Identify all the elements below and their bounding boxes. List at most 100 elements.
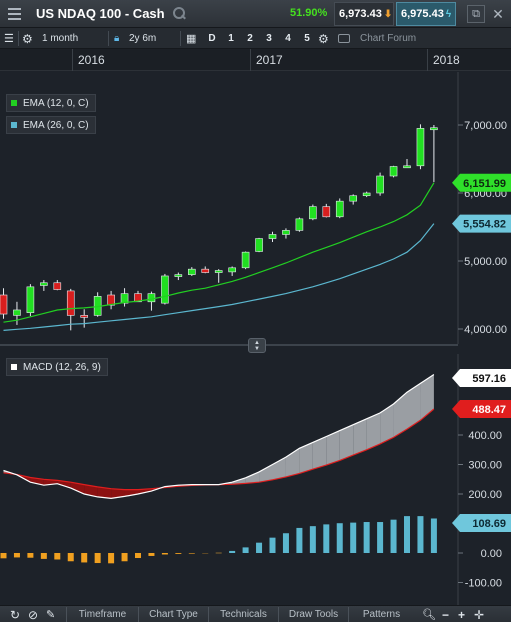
- macd-fill-segment: [339, 424, 354, 461]
- period-button-3[interactable]: 3: [266, 33, 272, 44]
- macd-axis-label: 300.00: [468, 460, 502, 472]
- period-button-2[interactable]: 2: [247, 33, 253, 44]
- chart-forum-label: Chart Forum: [360, 33, 417, 44]
- candle: [147, 291, 156, 311]
- search-icon[interactable]: [171, 6, 187, 22]
- gear-icon[interactable]: ⚙: [22, 31, 33, 46]
- ema26-legend-label: EMA (26, 0, C): [23, 119, 89, 131]
- ema12-swatch: [11, 100, 17, 106]
- tab-technicals[interactable]: Technicals: [208, 607, 278, 622]
- sell-price-button[interactable]: 6,973.43 ⬇: [334, 2, 394, 26]
- price-axis-label: 4,000.00: [464, 324, 507, 336]
- histogram-bar: [0, 553, 7, 559]
- macd-fill-segment: [124, 489, 138, 497]
- macd-legend[interactable]: MACD (12, 26, 9): [6, 358, 108, 376]
- candle: [416, 124, 425, 170]
- panel-resize-handle[interactable]: ▲ ▼: [248, 338, 266, 353]
- detach-window-icon[interactable]: ⧉: [467, 5, 485, 23]
- candle: [80, 309, 88, 328]
- zoom-in-icon[interactable]: +: [458, 607, 466, 622]
- ema26-legend[interactable]: EMA (26, 0, C): [6, 116, 96, 134]
- candle: [376, 172, 384, 196]
- candle: [228, 266, 236, 276]
- histogram-bar: [417, 516, 424, 553]
- interval-selector[interactable]: 1 month: [42, 33, 79, 44]
- macd-fill-segment: [111, 488, 125, 499]
- ema26-value-tag: 5,554.82: [452, 214, 511, 233]
- list-icon[interactable]: ☰: [4, 33, 14, 45]
- histogram-bar: [54, 553, 61, 560]
- crosshair-icon[interactable]: ✛: [474, 607, 485, 622]
- macd-fill-segment: [70, 482, 85, 494]
- period-button-4[interactable]: 4: [285, 33, 291, 44]
- zoom-icon[interactable]: 🔍︎: [422, 609, 436, 621]
- candle: [161, 273, 169, 305]
- histogram-bar: [135, 553, 141, 559]
- tab-timeframe[interactable]: Timeframe: [66, 607, 138, 622]
- candle: [120, 288, 129, 307]
- hamburger-menu-icon[interactable]: [0, 0, 28, 28]
- no-sign-icon[interactable]: ⊘: [28, 607, 39, 622]
- histogram-bar: [309, 526, 316, 553]
- ema12-line: [3, 182, 435, 323]
- period-button-d[interactable]: D: [208, 33, 216, 44]
- histogram-bar: [81, 553, 88, 563]
- macd-swatch: [11, 364, 17, 370]
- macd-axis-label: -100.00: [465, 578, 502, 590]
- year-label-2017: 2017: [256, 53, 283, 67]
- candle: [322, 203, 331, 218]
- arrow-down-icon: ⬇: [383, 8, 393, 20]
- candle: [66, 288, 75, 331]
- ema12-value-tag: 6,151.99: [452, 173, 511, 192]
- macd-fill-segment: [326, 430, 340, 466]
- tab-draw-tools[interactable]: Draw Tools: [278, 607, 348, 622]
- pencil-icon[interactable]: ✎: [46, 609, 56, 621]
- macd-fill-segment: [353, 418, 367, 456]
- refresh-icon[interactable]: ↻: [10, 607, 21, 622]
- histogram-bar: [323, 524, 330, 553]
- histogram-bar: [148, 553, 155, 556]
- histogram-bar: [215, 552, 222, 554]
- close-icon[interactable]: ✕: [492, 5, 504, 22]
- macd-legend-label: MACD (12, 26, 9): [23, 361, 101, 373]
- macd-fill-segment: [299, 442, 313, 474]
- ema12-legend[interactable]: EMA (12, 0, C): [6, 94, 96, 112]
- histogram-bar: [296, 527, 303, 553]
- price-axis-label: 7,000.00: [464, 120, 507, 132]
- candle: [93, 292, 102, 317]
- price-panel[interactable]: 7,000.00 6,000.00 5,000.00 4,000.00 6,151.9…: [0, 72, 511, 344]
- period-button-5[interactable]: 5: [304, 33, 310, 44]
- candle: [268, 231, 277, 242]
- macd-axis-label: 400.00: [468, 430, 502, 442]
- candle: [295, 217, 304, 232]
- candle: [389, 165, 398, 178]
- price-chart[interactable]: 7,000.006,000.005,000.004,000.00 6,151.9…: [0, 72, 511, 344]
- period-button-1[interactable]: 1: [228, 33, 234, 44]
- histogram-bar: [336, 523, 343, 553]
- calendar-icon[interactable]: ▦: [186, 33, 197, 45]
- histogram-bar: [390, 519, 397, 553]
- tab-chart-type[interactable]: Chart Type: [138, 607, 208, 622]
- year-label-2018: 2018: [433, 53, 460, 67]
- buy-price-button[interactable]: 6,975.43 ϟ: [396, 2, 456, 26]
- candle: [282, 228, 290, 239]
- histogram-bar: [256, 542, 263, 553]
- macd-value-tag: 597.16: [452, 369, 511, 387]
- histogram-bar: [27, 553, 34, 558]
- histogram-bar: [404, 516, 410, 553]
- macd-fill-segment: [84, 484, 98, 497]
- title-bar: US NDAQ 100 - Cash 51.90% 6,973.43 ⬇ 6,97…: [0, 0, 511, 28]
- candle: [174, 272, 183, 281]
- range-selector[interactable]: 2y 6m: [129, 33, 157, 44]
- tab-patterns[interactable]: Patterns: [348, 607, 414, 622]
- histogram-bar: [94, 553, 101, 564]
- chart-forum-button[interactable]: Chart Forum: [338, 31, 448, 46]
- chart-toolbar: ☰ ⚙ 1 month 🔒︎ 2y 6m ▦ D 1 2 3 4 5 ⚙ Cha…: [0, 28, 511, 49]
- sell-price: 6,973.43: [339, 8, 382, 20]
- settings-gear-icon[interactable]: ⚙: [318, 31, 329, 46]
- zoom-out-icon[interactable]: −: [442, 607, 450, 622]
- lock-icon[interactable]: 🔒︎: [114, 33, 120, 44]
